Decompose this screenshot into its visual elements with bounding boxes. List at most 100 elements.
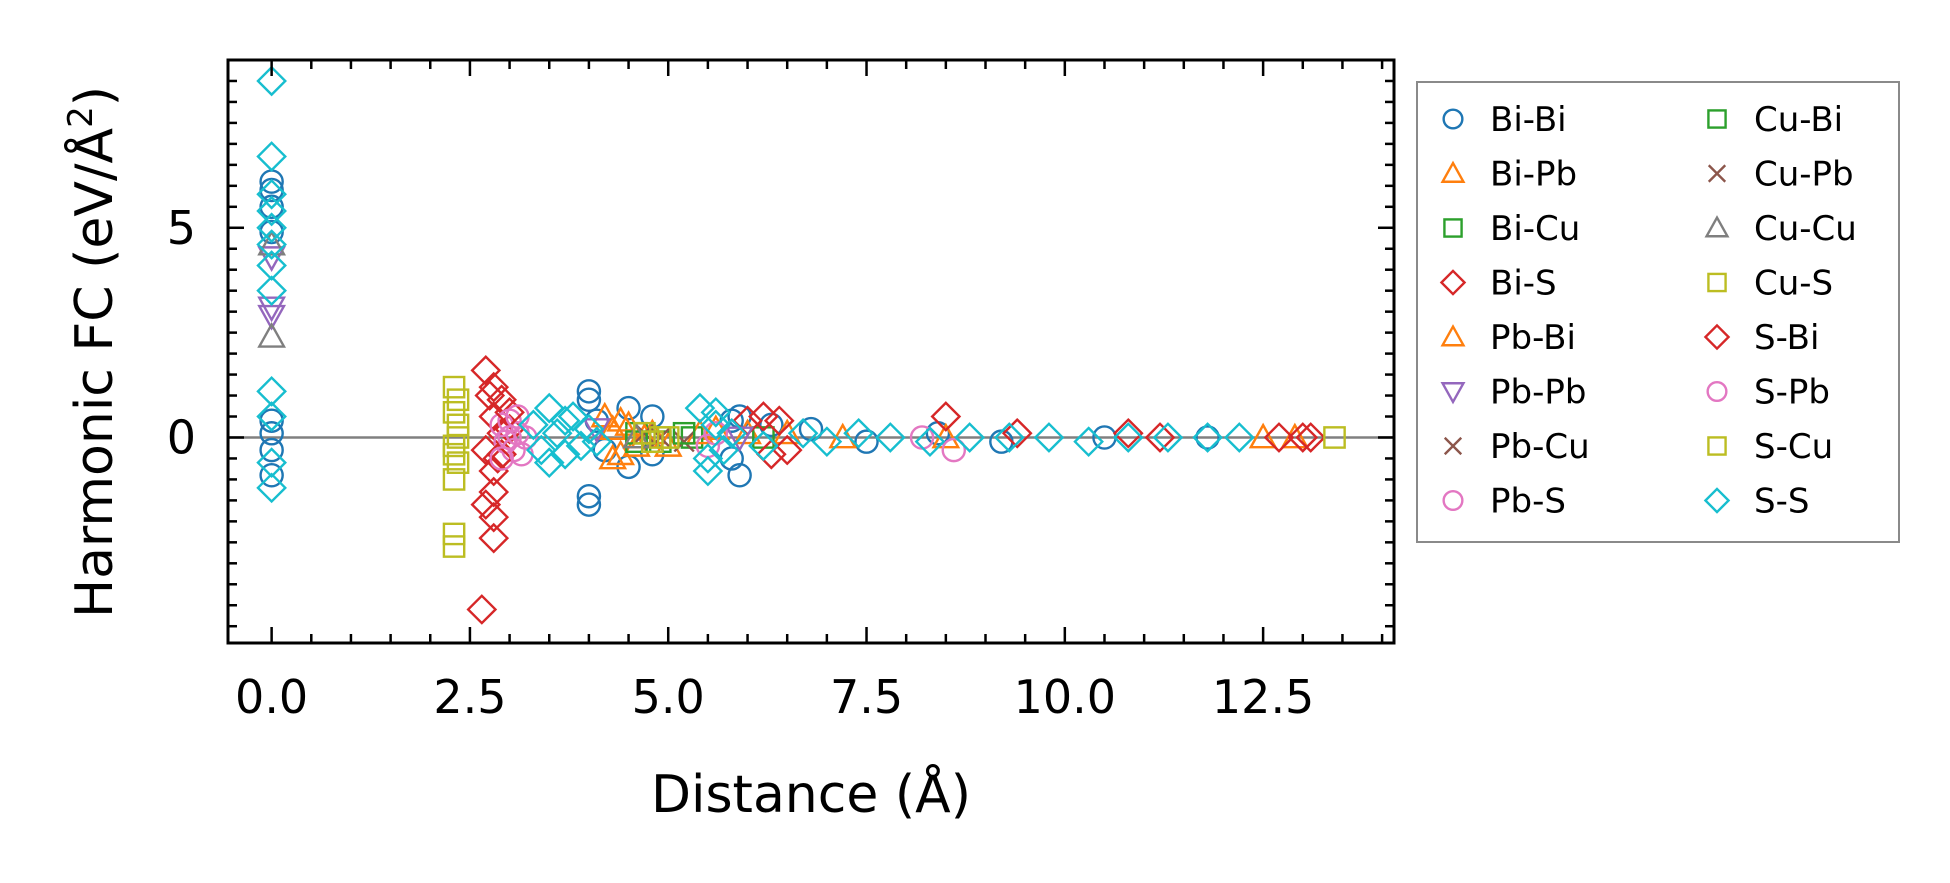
- point-s-cu: [442, 442, 466, 466]
- legend-label: Cu-Cu: [1754, 209, 1857, 249]
- point-s-s: [716, 417, 748, 449]
- point-s-s: [1192, 422, 1223, 453]
- legend-label: S-Bi: [1754, 318, 1819, 358]
- point-bi-bi: [259, 437, 284, 463]
- point-cu-s: [442, 522, 466, 546]
- point-s-s: [692, 443, 724, 474]
- legend-label: Bi-Cu: [1490, 209, 1580, 249]
- x-tick-label: 5.0: [632, 670, 705, 724]
- legend-marker-bi-cu: [1443, 218, 1463, 238]
- point-bi-s: [1112, 417, 1144, 449]
- legend-item-cu-cu: Cu-Cu: [1704, 209, 1857, 249]
- y-axis-ticks: 05: [167, 79, 1394, 628]
- legend-marker-s-pb: [1706, 380, 1728, 403]
- point-s-s: [993, 422, 1025, 453]
- point-pb-bi: [606, 405, 636, 432]
- point-s-bi: [482, 443, 514, 474]
- legend-label: Cu-Pb: [1754, 155, 1854, 195]
- legend-label: Bi-Bi: [1490, 100, 1567, 140]
- point-pb-s: [513, 425, 538, 450]
- point-pb-s: [941, 437, 967, 463]
- point-cu-s: [442, 535, 466, 558]
- point-cu-cu: [257, 229, 287, 256]
- legend-item-cu-pb: Cu-Pb: [1707, 155, 1854, 195]
- legend-label: Pb-Cu: [1490, 427, 1590, 467]
- x-axis-label: Distance (Å): [651, 763, 971, 825]
- point-s-s: [256, 275, 287, 307]
- point-bi-bi: [576, 387, 602, 412]
- point-s-s: [1033, 422, 1065, 453]
- legend-marker-bi-s: [1439, 269, 1467, 296]
- legend-item-s-s: S-S: [1703, 482, 1809, 522]
- legend-marker-pb-s: [1442, 489, 1464, 512]
- point-s-s: [914, 426, 946, 458]
- y-axis-label-tail: ): [65, 86, 125, 106]
- legend-item-s-cu: S-Cu: [1707, 427, 1833, 467]
- point-bi-bi: [259, 421, 284, 446]
- point-s-s: [256, 447, 287, 478]
- point-bi-s: [478, 371, 510, 403]
- point-s-s: [525, 434, 557, 466]
- plot-area: 0.0 2.5 5.0 7.5 10.0 12.5 05: [167, 58, 1396, 724]
- point-bi-bi: [576, 483, 602, 509]
- point-s-s: [1112, 422, 1144, 453]
- point-s-s: [581, 426, 613, 458]
- point-bi-bi: [616, 395, 641, 421]
- x-tick-label: 12.5: [1212, 670, 1314, 724]
- point-s-bi: [755, 438, 787, 470]
- point-cu-cu: [257, 322, 287, 348]
- point-s-s: [874, 422, 906, 453]
- legend-item-pb-cu: Pb-Cu: [1443, 427, 1590, 467]
- point-bi-pb: [1248, 422, 1278, 449]
- point-bi-bi: [854, 429, 879, 454]
- legend-label: Pb-Bi: [1490, 318, 1576, 358]
- legend-marker-bi-bi: [1442, 108, 1464, 130]
- legend-marker-pb-bi: [1440, 324, 1466, 347]
- x-tick-label: 7.5: [830, 670, 903, 724]
- legend-items: Bi-Bi Bi-Pb Bi-Cu Bi-S Pb-Bi Pb-Pb Pb-Cu Pb-S Cu…: [1439, 100, 1857, 522]
- legend-item-cu-s: Cu-S: [1707, 264, 1833, 304]
- point-bi-pb: [1280, 422, 1310, 449]
- plot-background: [228, 60, 1394, 643]
- point-s-s: [954, 422, 985, 453]
- legend-item-cu-bi: Cu-Bi: [1707, 100, 1843, 140]
- y-axis-label: Harmonic FC (eV/Å2): [61, 86, 125, 618]
- point-s-s: [1152, 422, 1184, 453]
- point-s-bi: [1144, 422, 1176, 453]
- point-cu-s: [633, 421, 656, 445]
- point-pb-pb: [257, 296, 287, 323]
- point-cu-bi: [672, 421, 696, 445]
- point-bi-s: [478, 522, 510, 554]
- legend-marker-s-cu: [1707, 436, 1727, 456]
- point-s-cu: [446, 426, 470, 449]
- point-s-s: [811, 426, 843, 458]
- legend-item-bi-s: Bi-S: [1439, 264, 1557, 304]
- point-s-s: [256, 472, 287, 504]
- point-s-pb: [489, 446, 514, 471]
- point-bi-s: [470, 489, 502, 520]
- point-s-s: [256, 141, 287, 172]
- point-s-s: [256, 229, 287, 260]
- point-s-s: [549, 405, 581, 437]
- legend-label: S-Pb: [1754, 373, 1830, 413]
- legend-marker-cu-bi: [1707, 109, 1727, 129]
- point-s-bi: [478, 476, 510, 508]
- x-tick-label: 2.5: [433, 670, 506, 724]
- legend-label: S-Cu: [1754, 427, 1833, 467]
- point-bi-bi: [576, 492, 602, 517]
- plot-frame: [226, 58, 1396, 645]
- legend-label: Bi-S: [1490, 264, 1557, 304]
- y-axis-label-main: Harmonic FC (eV/Å: [63, 127, 125, 618]
- y-tick-label: 0: [167, 410, 196, 464]
- point-s-s: [256, 401, 287, 432]
- point-s-cu: [641, 430, 664, 454]
- point-s-s: [256, 250, 287, 281]
- point-s-bi: [474, 380, 506, 411]
- legend-marker-s-bi: [1703, 323, 1731, 351]
- point-s-s: [533, 392, 565, 424]
- point-s-s: [700, 409, 732, 441]
- point-bi-s: [748, 401, 779, 432]
- point-s-s: [573, 413, 605, 445]
- legend-label: Bi-Pb: [1490, 155, 1577, 195]
